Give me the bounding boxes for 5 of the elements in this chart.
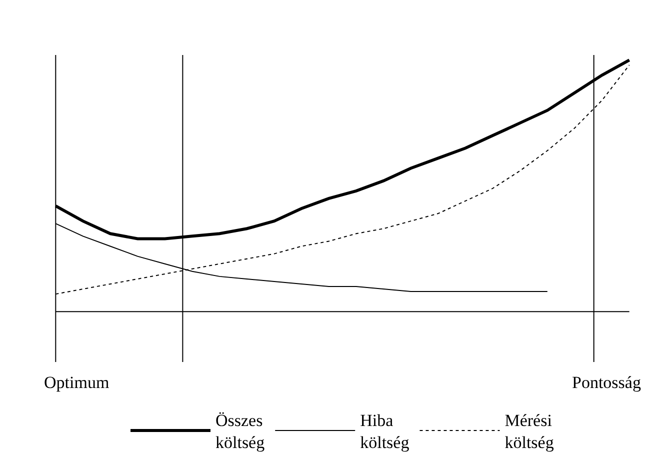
- text: Optimum: [44, 373, 110, 392]
- text: Pontosság: [572, 373, 642, 392]
- legend-label: Hiba költség: [360, 411, 410, 452]
- legend-label: Összes költség: [216, 411, 266, 452]
- legend-label: Mérési költség: [504, 411, 554, 452]
